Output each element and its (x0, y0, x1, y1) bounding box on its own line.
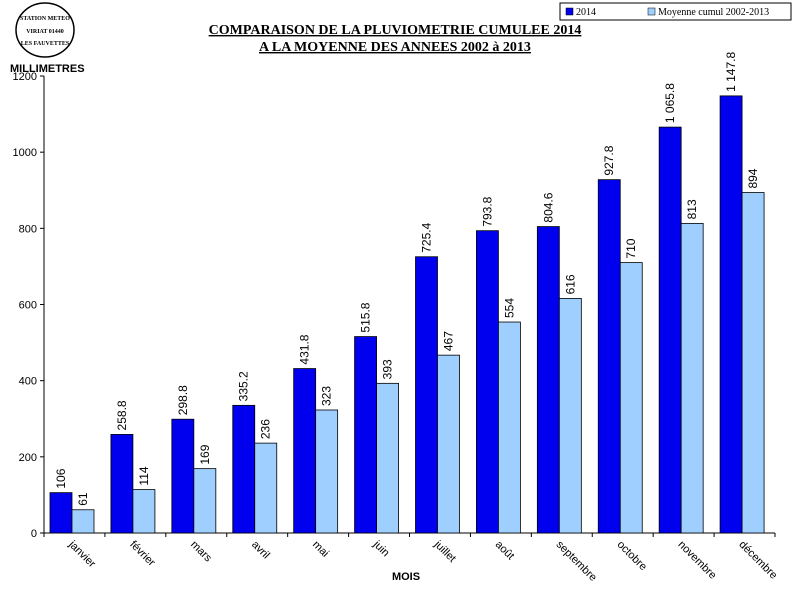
bar-moyenne (498, 321, 521, 534)
y-ticks: 0 200 400 600 800 1000 1200 (13, 71, 44, 540)
data-label: 804.6 (541, 192, 555, 222)
bar-moyenne (437, 354, 460, 534)
data-label: 793.8 (480, 196, 494, 226)
legend-swatch-2014 (565, 7, 574, 16)
data-label: 106 (54, 468, 68, 488)
data-label: 710 (624, 238, 638, 258)
data-label: 236 (259, 419, 273, 439)
x-tick-label: octobre (615, 539, 649, 573)
x-tick-label: mars (188, 539, 214, 565)
bar-2014 (536, 226, 560, 534)
y-tick-label: 1200 (13, 71, 37, 83)
bar-2014 (719, 95, 743, 534)
bar-moyenne (315, 409, 339, 534)
data-label: 554 (502, 298, 516, 318)
data-label: 393 (381, 359, 395, 379)
data-label: 616 (563, 274, 577, 294)
y-tick-label: 0 (31, 528, 37, 540)
legend: 2014 Moyenne cumul 2002-2013 (559, 2, 792, 21)
y-tick-label: 1000 (13, 147, 37, 159)
data-label: 515.8 (359, 302, 373, 332)
legend-label-2014: 2014 (576, 7, 596, 18)
stamp-line2: VIRIAT 01440 (26, 29, 64, 35)
x-tick-label: juin (370, 538, 391, 559)
x-tick-label: juillet (431, 538, 458, 565)
legend-label-moyenne: Moyenne cumul 2002-2013 (658, 7, 769, 18)
x-tick-label: septembre (554, 539, 599, 584)
data-label: 467 (442, 331, 456, 351)
x-tick-label: août (493, 539, 517, 563)
x-tick-label: décembre (736, 539, 779, 582)
bar-moyenne (376, 382, 399, 534)
bar-moyenne (680, 222, 704, 534)
bar-2014 (110, 434, 134, 534)
data-label: 258.8 (115, 400, 129, 430)
y-tick-label: 400 (19, 376, 37, 388)
data-label: 431.8 (298, 334, 312, 364)
data-label: 61 (76, 492, 90, 506)
bar-moyenne (558, 298, 582, 534)
bar-moyenne (619, 262, 643, 534)
station-stamp: STATION METEO VIRIAT 01440 LES FAUVETTES (15, 2, 75, 58)
stamp-line3: LES FAUVETTES (21, 41, 70, 47)
bar-moyenne (193, 468, 217, 534)
bar-moyenne (254, 442, 278, 534)
chart-subtitle: A LA MOYENNE DES ANNEES 2002 à 2013 (259, 40, 531, 55)
data-label: 1 065.8 (663, 83, 677, 123)
data-label: 323 (320, 386, 334, 406)
bar-2014 (415, 256, 438, 534)
data-label: 894 (746, 168, 760, 188)
bar-2014 (476, 230, 499, 534)
bar-2014 (354, 336, 377, 534)
bar-2014 (658, 126, 682, 534)
stamp-line1: STATION METEO (20, 16, 70, 22)
bar-moyenne (741, 192, 765, 534)
bar-2014 (49, 492, 73, 534)
bar-2014 (597, 179, 621, 534)
x-tick-label: février (127, 539, 157, 569)
data-label: 335.2 (237, 371, 251, 401)
data-label: 927.8 (602, 145, 616, 175)
y-tick-label: 200 (19, 452, 37, 464)
data-label: 1 147.8 (724, 52, 738, 92)
y-tick-label: 600 (19, 300, 37, 312)
data-label: 725.4 (420, 222, 434, 252)
data-label: 114 (137, 466, 151, 485)
bar-moyenne (132, 489, 156, 534)
bar-2014 (171, 418, 195, 534)
bar-2014 (232, 404, 256, 534)
bar-moyenne (71, 509, 95, 534)
x-tick-label: janvier (66, 538, 98, 570)
x-tick-label: mai (310, 539, 331, 560)
y-axis-title: MILLIMETRES (10, 63, 85, 75)
data-label: 169 (198, 444, 212, 464)
x-tick-label: novembre (676, 539, 719, 582)
bars: 106 61 258.8 114 298.8 169 335.2 236 431.8 323 515… (49, 52, 765, 534)
x-axis-title: MOIS (392, 571, 420, 583)
y-tick-label: 800 (19, 223, 37, 235)
data-label: 298.8 (176, 385, 190, 415)
data-label: 813 (685, 199, 699, 219)
bar-2014 (293, 368, 317, 534)
chart-title: COMPARAISON DE LA PLUVIOMETRIE CUMULEE 2… (209, 23, 582, 38)
legend-swatch-moyenne (647, 7, 656, 16)
x-tick-label: avril (249, 539, 272, 562)
